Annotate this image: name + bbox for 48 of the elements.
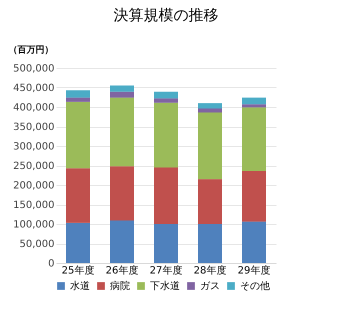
legend-label: その他 [240,280,270,292]
bar [66,90,90,98]
chart-title: 決算規模の推移 [114,6,218,24]
legend-label: 下水道 [150,280,180,292]
y-tick-label: 400,000 [13,102,54,114]
y-tick-label: 200,000 [13,180,54,192]
bar [110,220,134,263]
y-tick-label: 300,000 [13,142,54,152]
bar [198,179,222,224]
bar [66,168,90,223]
y-tick-label: 0 [48,258,54,270]
y-tick-label: 450,000 [13,83,54,94]
bar [66,222,90,263]
legend-label: 水道 [70,280,90,292]
bar [110,92,134,98]
x-tick-label: 26年度 [106,264,138,276]
legend-label: ガス [200,281,220,292]
bar [110,86,134,92]
bar [154,102,178,168]
x-tick-label: 27年度 [150,264,182,276]
bar [198,108,222,112]
bar [242,170,266,222]
legend-label: 病院 [110,280,130,292]
x-tick-label: 25年度 [62,264,94,276]
y-axis-title: （百万円） [8,44,54,56]
x-tick-label: 29年度 [238,264,270,276]
y-tick-label: 350,000 [13,122,54,133]
bar [242,104,266,108]
bar [110,98,134,166]
y-tick-label: 150,000 [13,200,54,211]
x-tick-label: 28年度 [194,264,226,276]
bar [242,107,266,171]
bar [198,112,222,180]
bar [66,98,90,102]
y-tick-label: 500,000 [13,64,54,74]
bar [198,103,222,109]
bar [154,98,178,103]
y-tick-label: 50,000 [20,239,54,250]
y-tick-label: 100,000 [13,220,54,230]
bar [242,98,266,104]
bar [66,102,90,168]
bar [154,92,178,98]
bar [110,166,134,220]
bar [154,167,178,224]
bar [198,224,222,263]
bar [154,224,178,263]
bar [242,222,266,263]
y-tick-label: 250,000 [13,161,54,172]
